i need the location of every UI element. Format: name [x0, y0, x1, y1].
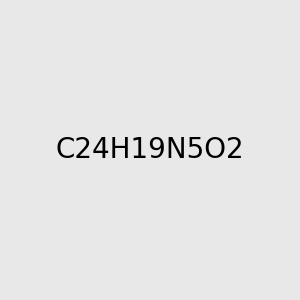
Text: C24H19N5O2: C24H19N5O2	[56, 136, 244, 164]
